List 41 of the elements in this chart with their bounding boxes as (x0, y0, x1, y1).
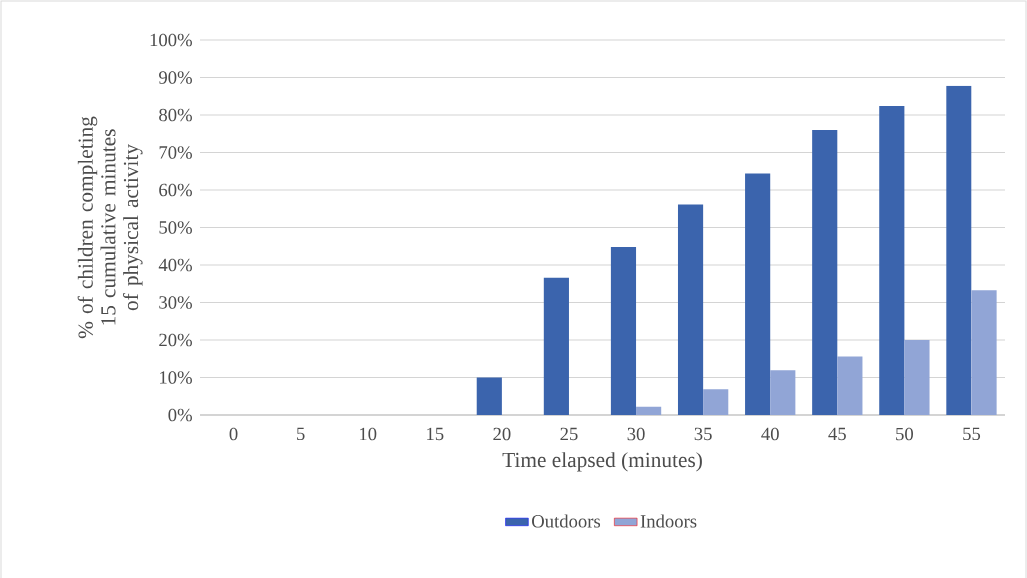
x-tick-label: 20 (493, 427, 511, 441)
x-tick-label: 25 (560, 427, 578, 441)
legend-label: Indoors (640, 514, 697, 528)
x-tick-label: 55 (963, 427, 981, 441)
y-tick-label: 0% (168, 408, 192, 422)
bar (971, 290, 997, 415)
y-tick-label: 20% (159, 333, 192, 347)
y-tick-label: 80% (159, 108, 192, 122)
x-tick-label: 45 (828, 427, 846, 441)
bar (543, 277, 569, 415)
bar (837, 356, 863, 415)
y-tick-label: 50% (159, 221, 192, 234)
bar (770, 370, 796, 415)
y-axis-title: % of children completing 15 cumulative minutes of physical activity (77, 116, 143, 339)
x-axis-title: Time elapsed (minutes) (502, 452, 702, 472)
x-tick-label: 30 (627, 427, 645, 441)
y-tick-label: 70% (159, 146, 192, 159)
y-tick-label: 40% (158, 258, 192, 272)
y-tick-label: 30% (159, 296, 192, 309)
x-tick-label: 5 (297, 427, 305, 441)
bar (476, 377, 502, 415)
x-tick-label: 40 (761, 427, 779, 441)
legend-label: Outdoors (532, 514, 601, 528)
y-tick-label: 90% (159, 71, 192, 84)
x-tick-label: 15 (427, 427, 444, 441)
bar (946, 85, 972, 415)
x-tick-label: 0 (229, 427, 238, 441)
bar (636, 406, 662, 415)
x-tick-label: 50 (896, 427, 913, 441)
bar (703, 389, 729, 415)
x-tick-label: 10 (360, 427, 377, 441)
bar (879, 106, 905, 415)
bar (677, 204, 704, 415)
bar (904, 340, 930, 415)
y-tick-label: 60% (159, 183, 192, 197)
x-tick-label: 35 (694, 427, 712, 441)
y-tick-label: 100% (150, 33, 192, 47)
bar (745, 173, 771, 415)
bar (610, 247, 637, 415)
y-tick-label: 10% (160, 371, 192, 384)
bar (812, 130, 838, 415)
